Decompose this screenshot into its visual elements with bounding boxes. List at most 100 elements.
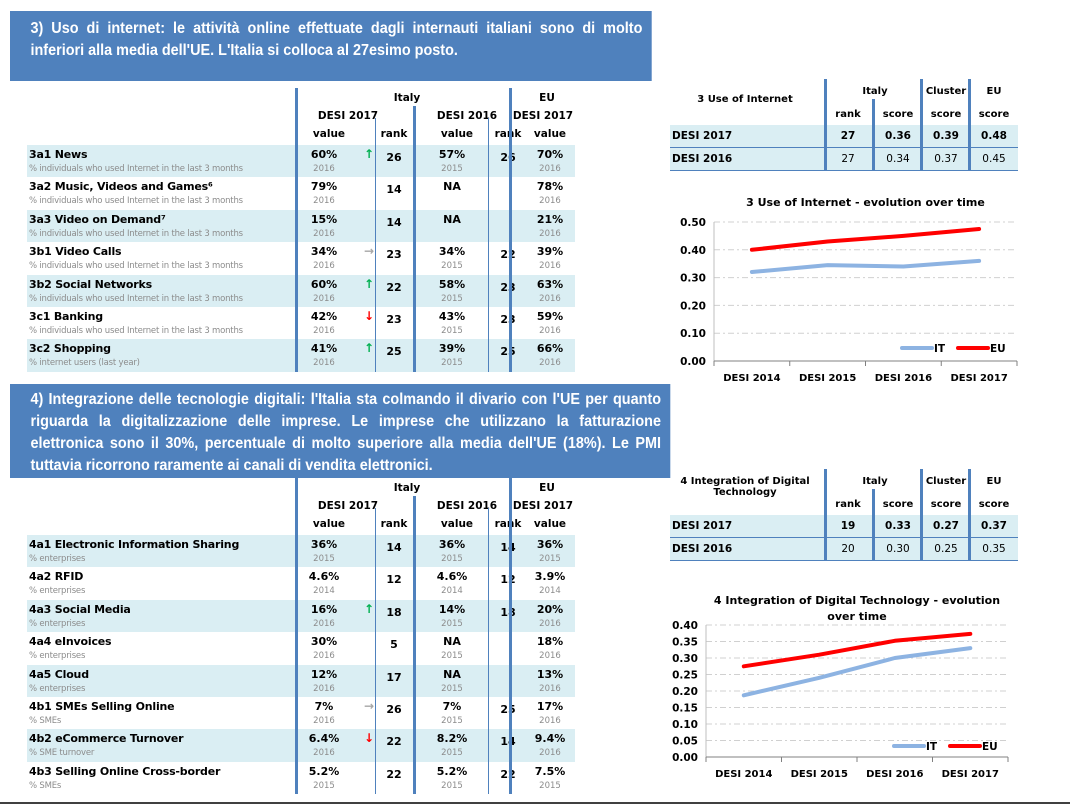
y-tick-label: 0.05 (672, 736, 698, 748)
indicator-unit: % enterprises (29, 683, 86, 694)
year-2017: 2016 (313, 358, 335, 369)
value-eu: 13% (536, 667, 564, 681)
section4-indicator-table: Italy EU DESI 2017 DESI 2016 DESI 2017 value r… (27, 478, 575, 795)
header-italy: Italy (393, 92, 421, 104)
header-value: value (440, 518, 474, 530)
value-eu: 17% (536, 699, 564, 713)
y-tick-label: 0.00 (672, 752, 698, 764)
chart-title: 4 Integration of Digital Technology - ev… (714, 594, 1000, 607)
rank-2016: 22 (500, 248, 516, 262)
year-2016: 2015 (441, 618, 463, 629)
table-row: 3c1 Banking % individuals who used Intern… (27, 307, 575, 339)
value-2017: 16% (310, 602, 338, 616)
value-2017: 30% (310, 635, 338, 649)
value-2017: 5.2% (308, 764, 340, 778)
value-eu: 7.5% (534, 764, 566, 778)
header-desi2016: DESI 2016 (436, 110, 498, 122)
trend-up-icon: ↑ (364, 341, 375, 356)
indicator-name: 3a1 News (29, 148, 88, 161)
year-2017: 2016 (313, 618, 335, 629)
chart-svg: 4 Integration of Digital Technology - ev… (672, 594, 1009, 780)
value-eu: 21% (536, 212, 564, 226)
indicator-name: 3c1 Banking (29, 309, 103, 323)
value-eu: 18% (536, 635, 564, 649)
value-eu: 70% (536, 148, 564, 161)
year-2016: 2015 (441, 748, 463, 759)
row-label: DESI 2016 (672, 153, 733, 165)
x-tick-label: DESI 2017 (942, 769, 999, 780)
chart-title: 3 Use of Internet - evolution over time (746, 196, 985, 209)
indicator-name: 4b3 Selling Online Cross-border (29, 764, 221, 778)
indicator-unit: % SMEs (29, 715, 62, 726)
rank-2017: 23 (386, 312, 402, 326)
chart-svg: 3 Use of Internet - evolution over time 0… (680, 196, 1018, 384)
x-tick-label: DESI 2015 (791, 769, 848, 780)
bottom-rule (0, 802, 1070, 804)
value-2016: NA (443, 180, 461, 194)
divider (920, 469, 923, 561)
value-2016: NA (443, 635, 461, 649)
series-eu-line (741, 631, 973, 669)
legend-eu-label: EU (990, 343, 1006, 355)
header-rank: rank (380, 518, 408, 530)
value-2017: 4.6% (308, 570, 340, 584)
rank-2016: 23 (500, 312, 516, 326)
value-eu: 9.4% (534, 732, 566, 746)
x-tick-label: DESI 2016 (866, 769, 923, 780)
value-2017: 60% (310, 277, 338, 291)
divider (375, 118, 376, 372)
divider (509, 88, 512, 372)
header-desi2016: DESI 2016 (436, 500, 498, 512)
eu-score: 0.37 (981, 520, 1007, 532)
indicator-name: 3b2 Social Networks (29, 277, 152, 291)
summary-row: DESI 2016 27 0.34 0.37 0.45 (670, 148, 1018, 171)
table-row: 4a1 Electronic Information Sharing % ente… (27, 535, 575, 568)
cluster-score: 0.25 (934, 543, 958, 555)
value-2016: 14% (438, 602, 466, 616)
year-2016: 2015 (441, 651, 463, 662)
value-2017: 6.4% (308, 732, 340, 746)
y-tick-label: 0.20 (672, 686, 698, 698)
rank: 20 (841, 543, 855, 555)
value-eu: 59% (536, 309, 564, 323)
divider (968, 469, 971, 561)
indicator-name: 3c2 Shopping (29, 342, 111, 356)
indicator-name: 4a5 Cloud (29, 667, 89, 681)
trend-up-icon: ↑ (364, 276, 375, 291)
section4-banner: 4) Integrazione delle tecnologie digital… (10, 384, 671, 478)
x-tick-label: DESI 2016 (875, 373, 932, 384)
rank-2017: 22 (386, 280, 402, 294)
year-2017: 2016 (313, 261, 335, 272)
table-row: 3c2 Shopping % internet users (last year)… (27, 339, 575, 372)
indicator-unit: % enterprises (29, 586, 86, 597)
header-score: score (882, 499, 914, 510)
indicator-unit: % individuals who used Internet in the l… (29, 261, 243, 272)
header-cluster: Cluster (925, 86, 967, 97)
value-2016: 4.6% (436, 570, 468, 584)
indicator-unit: % enterprises (29, 618, 86, 629)
year-eu: 2016 (539, 683, 561, 694)
table-row: 3a3 Video on Demand⁷ % individuals who us… (27, 209, 575, 243)
value-eu: 63% (536, 277, 564, 291)
rank-2016: 18 (500, 605, 516, 619)
divider (509, 478, 512, 795)
header-score: score (882, 109, 914, 120)
divider (968, 79, 971, 171)
y-tick-label: 0.15 (672, 703, 698, 715)
indicator-name: 4b2 eCommerce Turnover (29, 732, 184, 746)
y-tick-label: 0.40 (672, 620, 698, 632)
header-eu: EU (986, 86, 1002, 97)
divider (872, 489, 875, 561)
header-value: value (312, 518, 346, 530)
y-tick-label: 0.20 (680, 300, 706, 312)
section3-banner: 3) Uso di internet: le attività online e… (10, 11, 652, 81)
rank-2017: 23 (386, 248, 402, 262)
value-eu: 20% (536, 602, 564, 616)
header-eu: EU (539, 92, 555, 104)
value-eu: 3.9% (534, 570, 566, 584)
indicator-unit: % individuals who used Internet in the l… (29, 196, 243, 207)
year-2016: 2015 (441, 325, 463, 336)
header-rank: rank (380, 128, 408, 140)
table-row: 4b3 Selling Online Cross-border % SMEs 5.2… (27, 762, 575, 794)
value-2016: NA (443, 212, 461, 226)
